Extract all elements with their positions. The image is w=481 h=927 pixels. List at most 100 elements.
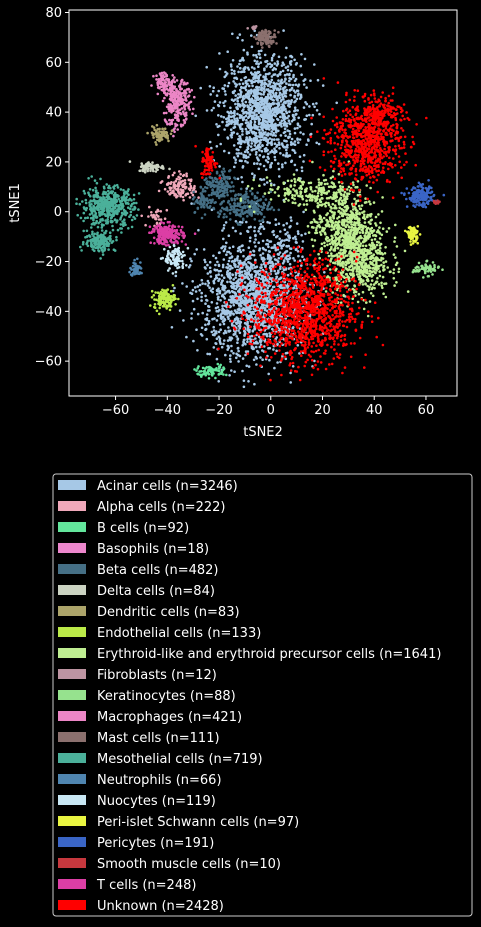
data-point (229, 106, 232, 110)
data-point (191, 197, 195, 201)
data-point (328, 225, 331, 228)
data-point (331, 202, 335, 206)
data-point (246, 229, 249, 233)
data-point (315, 109, 319, 112)
data-point (376, 276, 379, 280)
data-point (146, 131, 149, 135)
data-point (310, 122, 314, 126)
data-point (352, 291, 356, 294)
data-point (252, 253, 256, 257)
data-point (191, 193, 195, 197)
data-point (223, 104, 226, 108)
data-point (342, 210, 346, 213)
data-point (238, 113, 242, 117)
data-point (280, 246, 283, 250)
data-point (381, 275, 385, 279)
data-point (218, 308, 221, 312)
data-point (225, 373, 228, 377)
data-point (257, 204, 261, 208)
data-point (215, 288, 219, 292)
data-point (288, 135, 291, 139)
data-point (293, 94, 297, 98)
data-point (353, 284, 357, 288)
data-point (251, 172, 254, 175)
data-point (305, 102, 309, 106)
data-point (261, 246, 265, 250)
data-point (284, 134, 287, 137)
data-point (264, 150, 267, 153)
data-point (260, 82, 264, 85)
data-point (392, 268, 396, 271)
data-point (240, 274, 243, 277)
data-point (288, 77, 291, 80)
data-point (253, 104, 256, 107)
data-point (344, 263, 348, 267)
data-point (241, 180, 244, 184)
data-point (262, 155, 266, 158)
data-point (333, 204, 337, 207)
data-point (239, 141, 243, 144)
data-point (253, 120, 257, 124)
data-point (375, 243, 379, 247)
data-point (231, 59, 235, 62)
data-point (279, 70, 283, 74)
data-point (172, 181, 176, 184)
data-point (364, 249, 368, 252)
data-point (260, 49, 263, 52)
data-point (230, 290, 234, 293)
data-point (168, 295, 171, 299)
data-point (357, 240, 360, 243)
data-point (263, 138, 266, 141)
data-point (217, 380, 220, 383)
data-point (241, 70, 244, 73)
data-point (239, 232, 242, 235)
data-point (381, 196, 384, 199)
data-point (257, 241, 261, 244)
data-point (261, 276, 264, 280)
data-point (354, 224, 357, 227)
data-point (266, 208, 270, 211)
data-point (259, 61, 263, 64)
data-point (218, 101, 222, 104)
data-point (239, 127, 242, 130)
data-point (392, 253, 396, 256)
data-point (236, 265, 240, 268)
data-point (283, 251, 287, 254)
data-point (279, 79, 283, 83)
data-point (286, 104, 290, 107)
data-point (397, 270, 401, 274)
data-point (161, 288, 164, 292)
data-point (233, 109, 236, 113)
data-point (346, 231, 350, 234)
data-point (225, 273, 229, 276)
data-point (230, 260, 234, 263)
data-point (250, 66, 254, 69)
data-point (252, 249, 255, 253)
data-point (323, 241, 326, 245)
data-point (280, 93, 284, 96)
data-point (233, 176, 236, 180)
data-point (177, 184, 181, 187)
data-point (199, 185, 203, 189)
data-point (370, 287, 374, 291)
data-point (245, 156, 248, 159)
data-point (192, 202, 196, 205)
data-point (200, 375, 203, 378)
data-point (300, 166, 304, 169)
data-point (353, 197, 356, 201)
data-point (215, 274, 218, 277)
data-point (286, 146, 289, 149)
data-point (262, 103, 266, 106)
data-point (237, 93, 240, 96)
data-point (254, 355, 258, 359)
data-point (193, 184, 196, 188)
data-point (295, 89, 299, 92)
data-point (358, 261, 362, 264)
data-point (260, 149, 264, 153)
data-point (337, 224, 341, 228)
data-point (177, 297, 180, 301)
data-point (247, 115, 250, 119)
data-point (304, 101, 307, 104)
data-point (206, 352, 209, 356)
data-point (378, 244, 382, 247)
